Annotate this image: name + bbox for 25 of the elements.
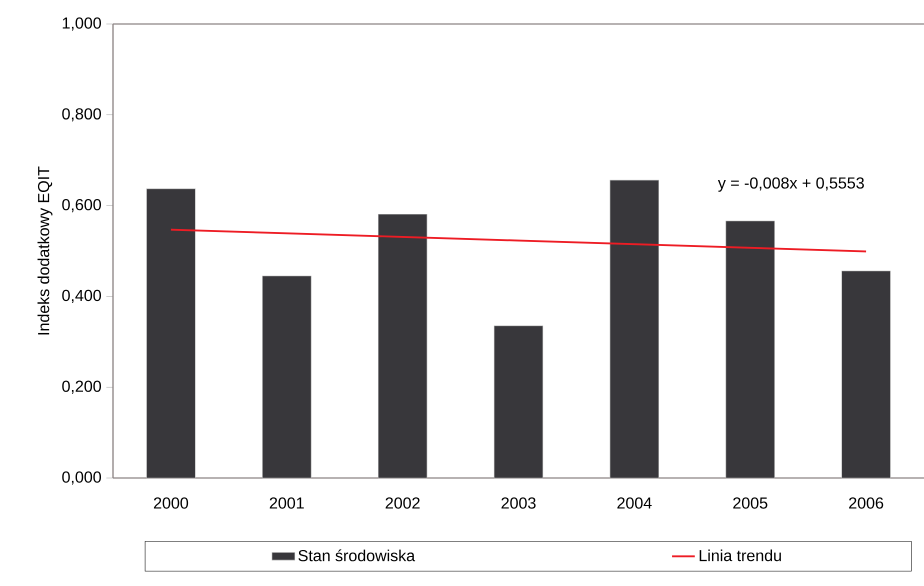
bar — [494, 326, 544, 478]
y-tick-label: 0,000 — [62, 471, 102, 485]
y-tick-label: 0,400 — [62, 290, 102, 304]
legend-label: Stan środowiska — [298, 549, 416, 562]
x-tick-label: 2000 — [154, 497, 188, 509]
bar — [378, 214, 428, 478]
bar — [262, 276, 312, 478]
y-tick-label: 1,000 — [62, 17, 102, 31]
annotation: y = -0,008x + 0,5553 — [718, 177, 864, 192]
y-axis-title: Indeks dodatkowy EQIT — [38, 166, 52, 334]
legend-label: Linia trendu — [700, 549, 781, 562]
bar — [146, 188, 196, 478]
x-tick-label: 2001 — [270, 497, 304, 509]
y-tick-label: 0,600 — [62, 198, 102, 212]
y-tick-label: 0,800 — [62, 108, 102, 122]
line-series — [170, 228, 868, 252]
bar — [610, 180, 659, 478]
x-tick-label: 2003 — [502, 497, 536, 509]
bar — [841, 270, 891, 478]
x-tick-label: 2006 — [849, 497, 884, 509]
x-tick-label: 2005 — [733, 497, 768, 509]
y-tick-label: 0,200 — [62, 380, 102, 394]
x-tick-label: 2002 — [386, 497, 420, 509]
x-tick-label: 2004 — [617, 497, 652, 509]
bar — [726, 220, 775, 478]
